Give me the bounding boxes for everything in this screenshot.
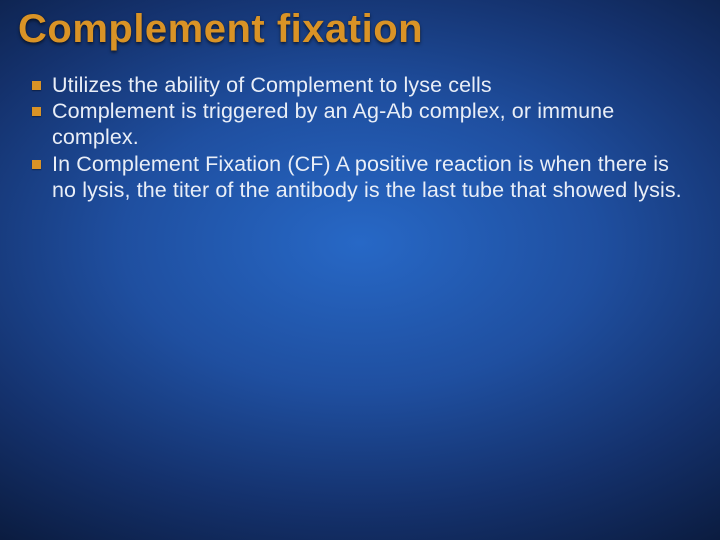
bullet-item: Utilizes the ability of Complement to ly… xyxy=(52,72,702,98)
bullet-list: Utilizes the ability of Complement to ly… xyxy=(18,72,702,203)
bullet-item: Complement is triggered by an Ag-Ab comp… xyxy=(52,98,702,150)
slide-title: Complement fixation xyxy=(18,8,702,50)
slide-container: Complement fixation Utilizes the ability… xyxy=(0,0,720,540)
bullet-item: In Complement Fixation (CF) A positive r… xyxy=(52,151,702,203)
